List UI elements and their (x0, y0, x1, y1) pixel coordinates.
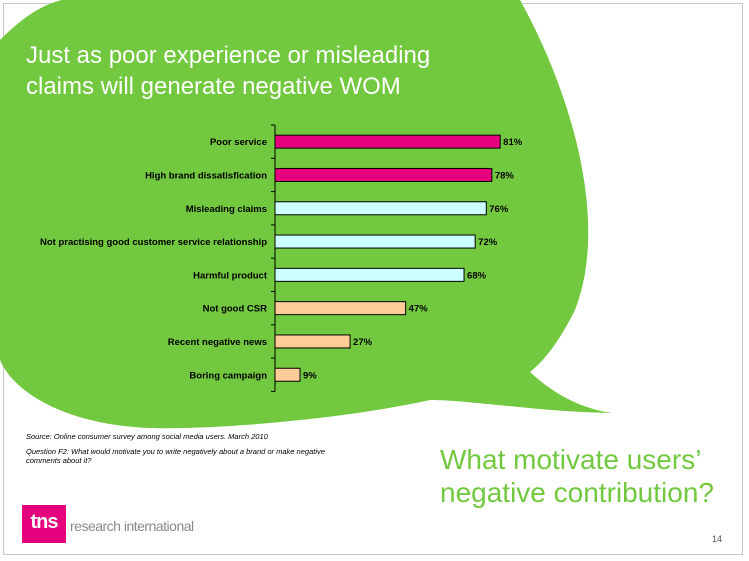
bar (274, 301, 407, 316)
callout-text: What motivate users’ negative contributi… (440, 444, 714, 508)
value-label: 68% (467, 270, 487, 281)
category-label: Boring campaign (189, 370, 267, 381)
value-label: 76% (489, 204, 509, 215)
page-number: 14 (712, 534, 723, 544)
value-label: 81% (503, 137, 523, 148)
source-note: Source: Online consumer survey among soc… (26, 432, 268, 441)
value-label: 78% (495, 170, 515, 181)
value-label: 72% (478, 237, 498, 248)
category-label: Harmful product (193, 270, 268, 281)
value-label: 9% (303, 370, 317, 381)
bar (274, 167, 493, 182)
slide-title: Just as poor experience or misleading cl… (26, 42, 431, 100)
value-label: 47% (409, 304, 429, 315)
category-label: Not practising good customer service rel… (40, 237, 267, 248)
logo-text: research international (70, 518, 194, 534)
bar (274, 367, 301, 382)
category-label: High brand dissatisfication (145, 170, 267, 181)
bar (274, 134, 501, 149)
category-label: Not good CSR (203, 304, 268, 315)
tns-logo: tns research international (22, 505, 212, 543)
bar (274, 201, 487, 216)
category-label: Misleading claims (186, 204, 267, 215)
bar (274, 234, 476, 249)
question-note: Question F2: What would motivate you to … (26, 447, 325, 465)
logo-mark: tns (22, 505, 66, 543)
category-label: Recent negative news (168, 337, 267, 348)
category-label: Poor service (210, 137, 267, 148)
bar (274, 267, 465, 282)
bar (274, 334, 351, 349)
value-label: 27% (353, 337, 373, 348)
